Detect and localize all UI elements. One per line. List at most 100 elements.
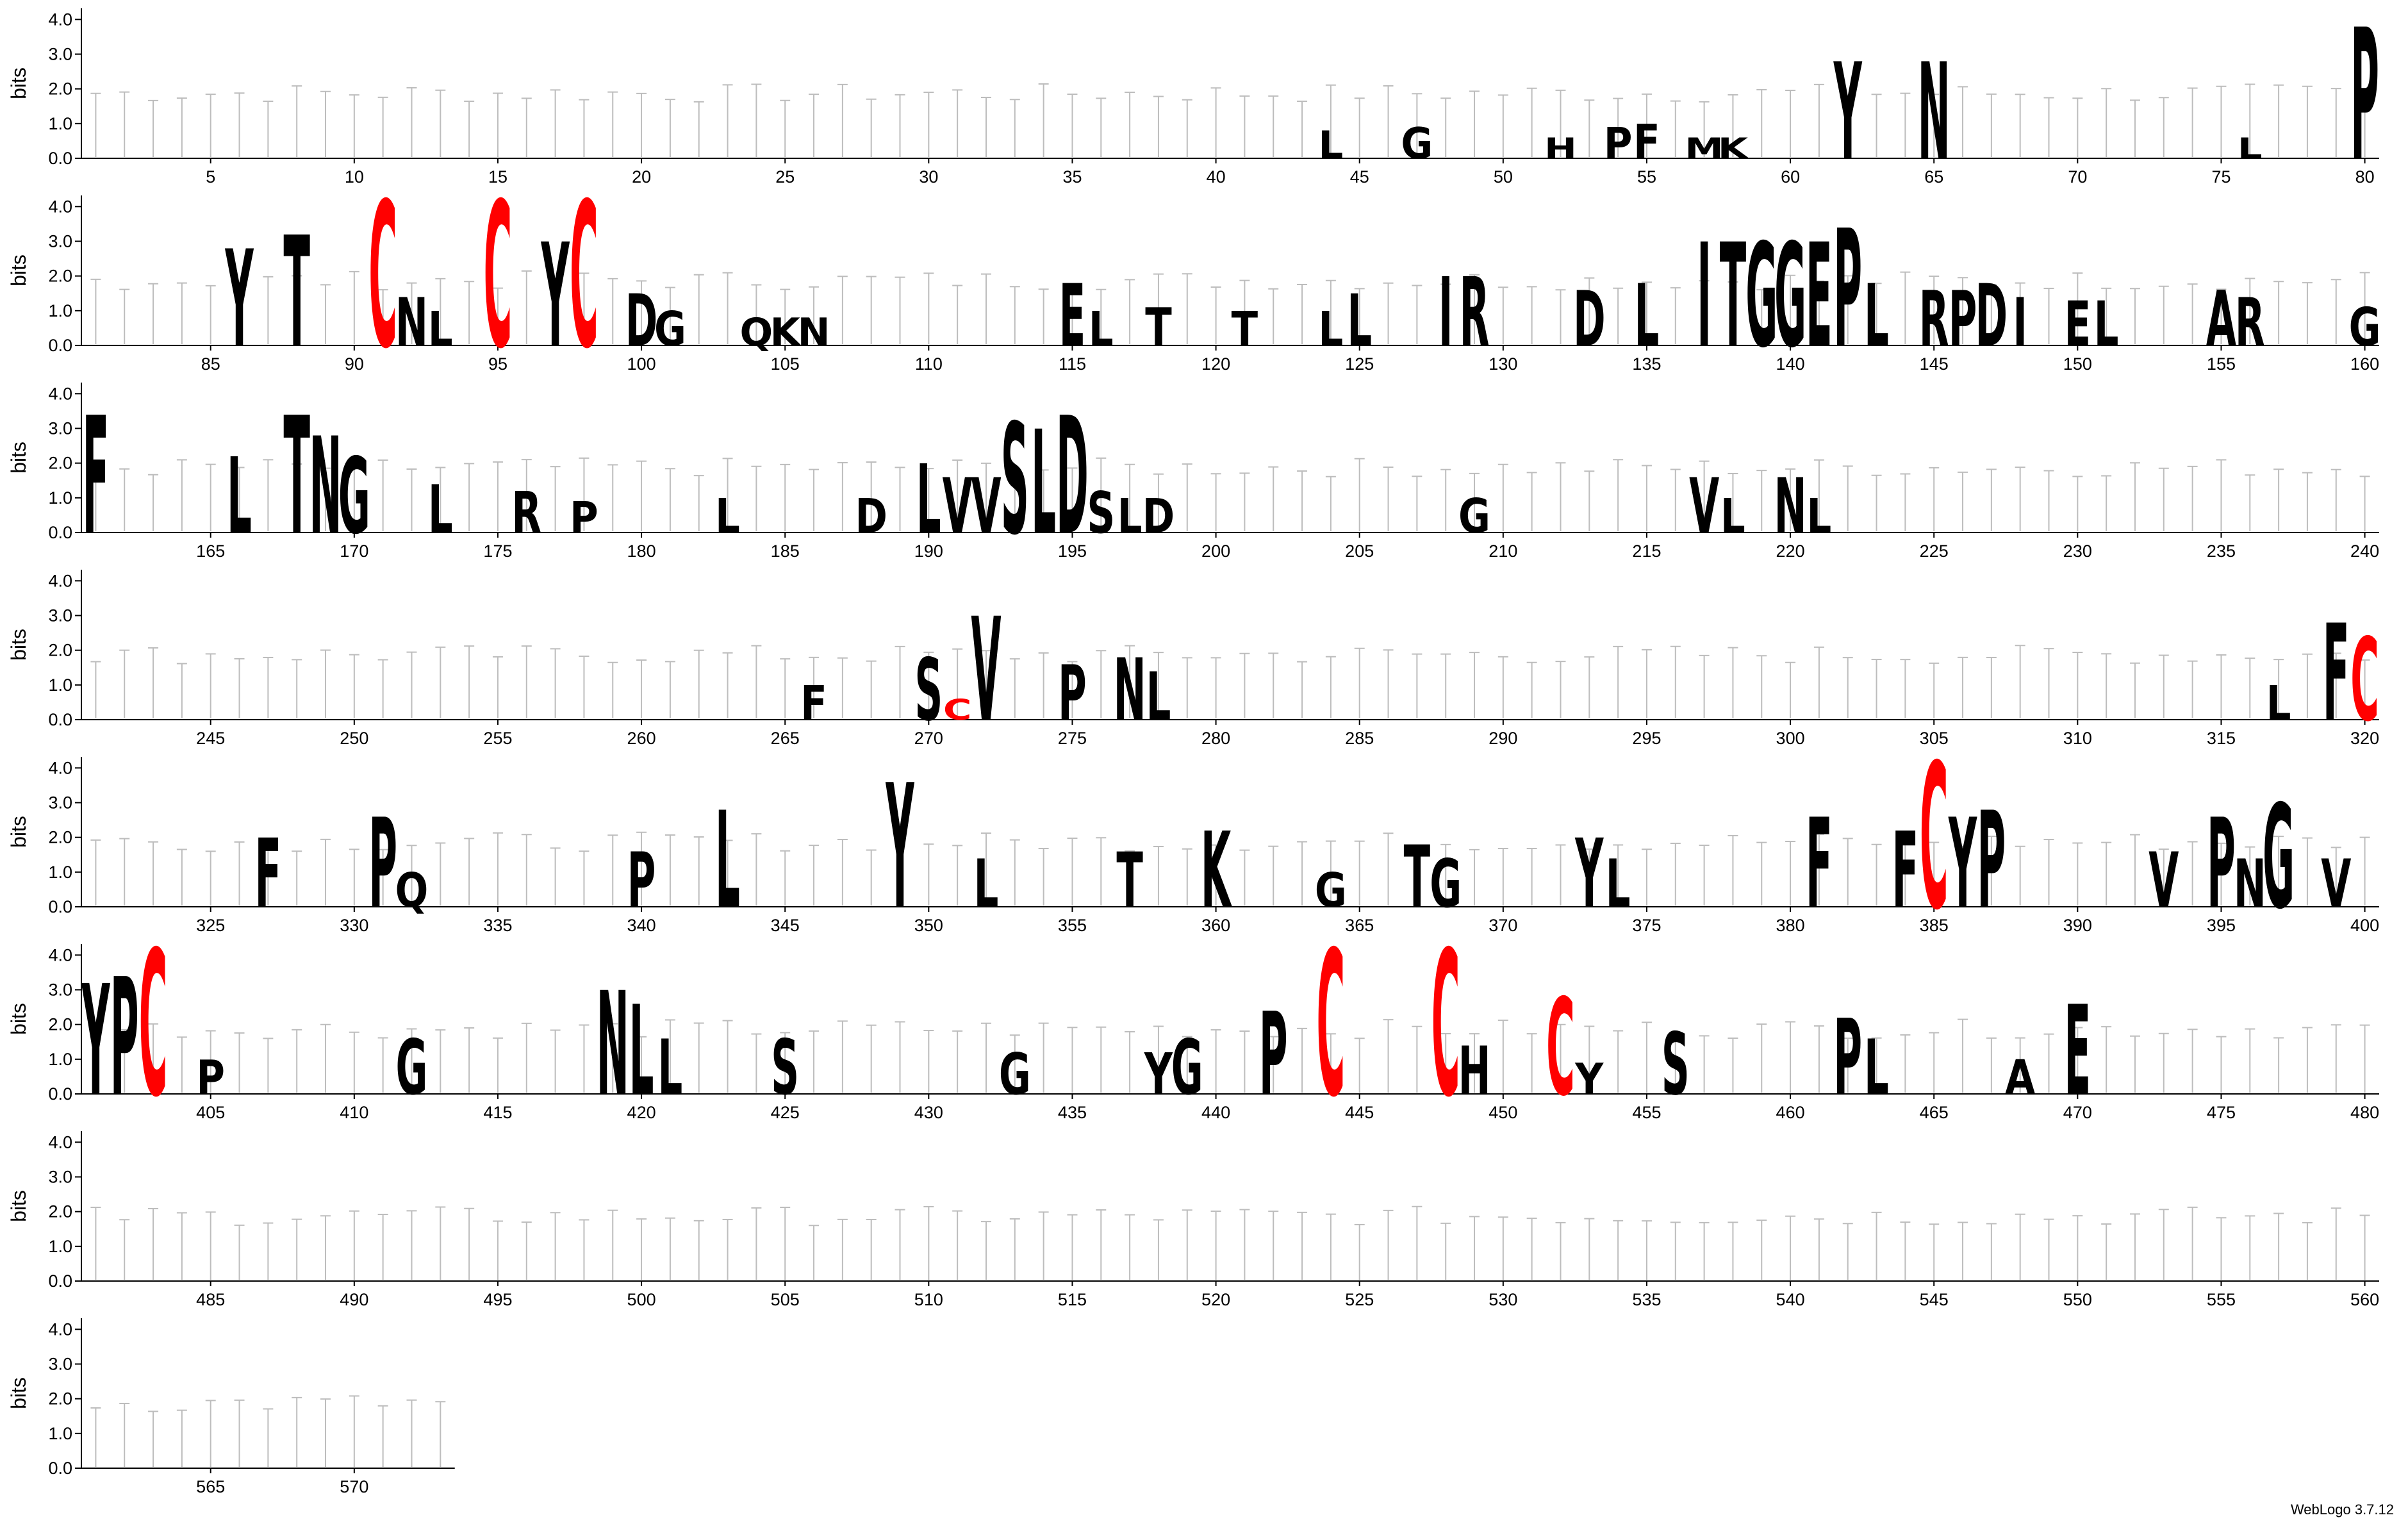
logo-row: 0.0 1.0 2.0 3.0 4.0 bits 485 490 495 500 505 510 515…: [7, 1131, 2379, 1309]
x-tick-label: 565: [196, 1477, 225, 1496]
y-tick-label: 2.0: [48, 1202, 72, 1221]
logo-letter: L: [1089, 301, 1114, 356]
y-tick-label: 2.0: [48, 1389, 72, 1409]
logo-letter: L: [428, 472, 453, 549]
x-tick-label: 100: [627, 354, 656, 374]
x-tick-label: 30: [919, 167, 938, 186]
x-tick-label: 390: [2063, 916, 2092, 935]
x-tick-label: 395: [2207, 916, 2236, 935]
y-tick-label: 3.0: [48, 1355, 72, 1374]
logo-letter: P: [196, 1050, 225, 1105]
x-tick-label: 290: [1489, 729, 1517, 748]
logo-letter: L: [715, 784, 740, 939]
logo-letter: S: [771, 1024, 799, 1113]
logo-letter: L: [2266, 675, 2291, 731]
logo-letter: N: [2234, 846, 2266, 923]
logo-letter: K: [770, 311, 802, 355]
logo-letter: G: [1430, 846, 1462, 923]
logo-letter: R: [1919, 276, 1949, 364]
logo-letter: T: [1116, 837, 1142, 925]
x-tick-label: 120: [1201, 354, 1230, 374]
logo-letter: L: [916, 445, 941, 556]
x-tick-label: 305: [1920, 729, 1949, 748]
y-tick-label: 3.0: [48, 606, 72, 625]
x-tick-label: 105: [771, 354, 800, 374]
y-tick-label: 3.0: [48, 232, 72, 251]
x-tick-label: 220: [1776, 542, 1805, 561]
x-tick-label: 295: [1632, 729, 1661, 748]
x-tick-label: 555: [2207, 1290, 2236, 1309]
logo-letter: C: [1920, 722, 1949, 954]
y-tick-label: 1.0: [48, 114, 72, 133]
x-tick-label: 65: [1924, 167, 1943, 186]
x-tick-label: 10: [345, 167, 364, 186]
logo-letter: M: [1685, 132, 1724, 165]
x-tick-label: 110: [915, 354, 943, 374]
logo-letter: Y: [1948, 792, 1977, 936]
x-tick-label: 385: [1920, 916, 1949, 935]
x-tick-label: 75: [2211, 167, 2231, 186]
x-tick-label: 560: [2350, 1290, 2379, 1309]
logo-letter: L: [1635, 267, 1660, 366]
logo-letter: L: [629, 979, 654, 1123]
logo-letter: G: [396, 1024, 428, 1113]
logo-letter: F: [2323, 597, 2350, 752]
logo-letter: C: [1431, 909, 1460, 1141]
x-tick-label: 95: [488, 354, 507, 374]
x-tick-label: 210: [1489, 542, 1517, 561]
logo-letter: G: [1774, 214, 1806, 379]
y-tick-label: 4.0: [48, 571, 72, 590]
x-tick-label: 155: [2207, 354, 2236, 374]
x-tick-label: 250: [340, 729, 368, 748]
x-tick-label: 325: [196, 916, 225, 935]
y-tick-label: 0.0: [48, 523, 72, 542]
logo-letter: N: [1774, 463, 1807, 551]
x-tick-label: 540: [1776, 1290, 1805, 1309]
logo-letter: D: [855, 488, 887, 543]
x-tick-label: 255: [483, 729, 512, 748]
logo-letter: L: [1864, 267, 1889, 366]
logo-letter: G: [2349, 297, 2381, 358]
logo-letter: Y: [81, 952, 111, 1130]
logo-letter: C: [368, 160, 397, 392]
logo-letter: G: [1171, 1024, 1203, 1113]
logo-letter: D: [1142, 488, 1175, 543]
x-tick-label: 335: [483, 916, 512, 935]
logo-letter: G: [1745, 214, 1777, 379]
x-tick-label: 25: [775, 167, 795, 186]
logo-letter: L: [658, 1024, 683, 1113]
x-tick-label: 140: [1776, 354, 1805, 374]
x-tick-label: 240: [2350, 542, 2379, 561]
x-tick-label: 260: [627, 729, 656, 748]
x-tick-label: 470: [2063, 1103, 2092, 1122]
logo-letter: P: [1949, 276, 1977, 364]
logo-letter: I: [1439, 258, 1453, 368]
y-axis-label: bits: [7, 254, 30, 286]
logo-letter: F: [83, 384, 110, 572]
logo-letter: E: [1806, 214, 1833, 379]
y-tick-label: 1.0: [48, 1050, 72, 1069]
x-tick-label: 245: [196, 729, 225, 748]
logo-letter: L: [1807, 488, 1832, 543]
logo-letter: T: [1404, 829, 1431, 927]
x-tick-label: 80: [2355, 167, 2375, 186]
logo-letter: C: [139, 909, 168, 1141]
logo-letter: T: [283, 204, 309, 381]
x-tick-label: 425: [771, 1103, 800, 1122]
logo-letter: P: [627, 837, 656, 925]
x-tick-label: 280: [1201, 729, 1230, 748]
x-tick-label: 45: [1350, 167, 1369, 186]
x-tick-label: 350: [914, 916, 943, 935]
x-tick-label: 195: [1058, 542, 1087, 561]
logo-letter: D: [1056, 384, 1088, 572]
x-tick-label: 530: [1489, 1290, 1517, 1309]
x-tick-label: 430: [914, 1103, 943, 1122]
logo-letter: N: [597, 963, 629, 1128]
x-tick-label: 60: [1781, 167, 1800, 186]
logo-letter: P: [2207, 792, 2236, 936]
x-tick-label: 405: [196, 1103, 225, 1122]
x-tick-label: 570: [340, 1477, 368, 1496]
logo-letter: L: [1347, 280, 1372, 363]
logo-letter: L: [1606, 846, 1631, 923]
